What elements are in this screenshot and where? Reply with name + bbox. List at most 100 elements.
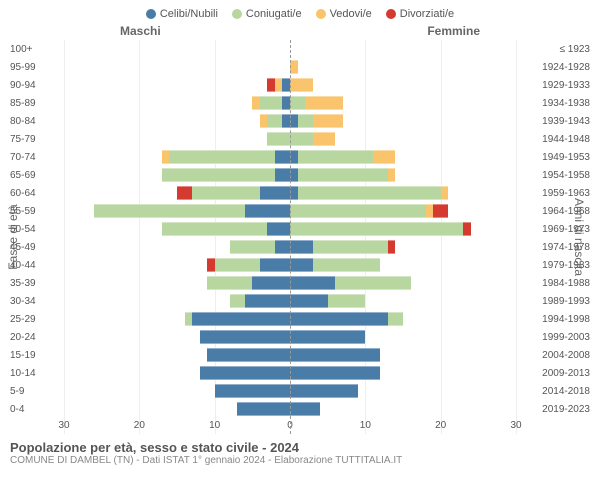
age-label: 35-39 <box>10 278 64 289</box>
male-bars <box>64 310 290 328</box>
x-axis: 3020100102030 <box>64 418 516 434</box>
bar-segment <box>185 312 193 326</box>
bar-segment <box>275 168 290 182</box>
age-label: 70-74 <box>10 152 64 163</box>
female-bars <box>290 40 516 58</box>
female-bars <box>290 346 516 364</box>
bar-segment <box>388 240 396 254</box>
birth-label: 1944-1948 <box>516 134 590 145</box>
x-tick: 10 <box>209 420 220 431</box>
birth-label: 1984-1988 <box>516 278 590 289</box>
bar-segment <box>433 204 448 218</box>
age-label: 90-94 <box>10 80 64 91</box>
bar-segment <box>388 312 403 326</box>
bar-segment <box>298 114 313 128</box>
bar-segment <box>298 150 373 164</box>
age-label: 100+ <box>10 44 64 55</box>
bar-segment <box>162 222 267 236</box>
chart-title: Popolazione per età, sesso e stato civil… <box>10 440 590 455</box>
birth-label: 1954-1958 <box>516 170 590 181</box>
pyramid-row: 90-94 1929-1933 <box>10 76 590 94</box>
male-bars <box>64 94 290 112</box>
birth-label: 1989-1993 <box>516 296 590 307</box>
male-label: Maschi <box>120 24 161 38</box>
birth-label: 2019-2023 <box>516 404 590 415</box>
age-label: 80-84 <box>10 116 64 127</box>
birth-label: 2014-2018 <box>516 386 590 397</box>
age-label: 15-19 <box>10 350 64 361</box>
legend-item: Vedovi/e <box>316 8 372 20</box>
female-bars <box>290 328 516 346</box>
chart-rows: 100+ ≤ 1923 95-99 1924-1928 90-94 1929-1… <box>10 40 590 418</box>
male-bars <box>64 166 290 184</box>
bar-segment <box>313 258 381 272</box>
x-tick: 10 <box>360 420 371 431</box>
pyramid-row: 100+ ≤ 1923 <box>10 40 590 58</box>
pyramid-row: 15-19 2004-2008 <box>10 346 590 364</box>
bar-segment <box>463 222 471 236</box>
pyramid-row: 95-99 1924-1928 <box>10 58 590 76</box>
bar-area <box>64 328 516 346</box>
bar-segment <box>298 186 441 200</box>
male-bars <box>64 328 290 346</box>
bar-segment <box>290 168 298 182</box>
bar-segment <box>290 114 298 128</box>
age-label: 85-89 <box>10 98 64 109</box>
bar-segment <box>290 222 463 236</box>
female-bars <box>290 130 516 148</box>
female-bars <box>290 310 516 328</box>
bar-segment <box>192 186 260 200</box>
bar-area <box>64 76 516 94</box>
bar-segment <box>290 258 313 272</box>
bar-segment <box>275 78 283 92</box>
chart-subtitle: COMUNE DI DAMBEL (TN) - Dati ISTAT 1° ge… <box>10 455 590 466</box>
bar-segment <box>252 96 260 110</box>
bar-segment <box>260 186 290 200</box>
age-label: 30-34 <box>10 296 64 307</box>
bar-segment <box>298 168 388 182</box>
birth-label: 1999-2003 <box>516 332 590 343</box>
male-bars <box>64 256 290 274</box>
pyramid-row: 65-69 1954-1958 <box>10 166 590 184</box>
female-bars <box>290 94 516 112</box>
bar-segment <box>267 114 282 128</box>
male-bars <box>64 400 290 418</box>
male-bars <box>64 184 290 202</box>
female-bars <box>290 274 516 292</box>
bar-segment <box>290 204 426 218</box>
legend: Celibi/NubiliConiugati/eVedovi/eDivorzia… <box>0 0 600 24</box>
bar-segment <box>328 294 366 308</box>
bar-segment <box>267 222 290 236</box>
pyramid-row: 5-9 2014-2018 <box>10 382 590 400</box>
pyramid-row: 30-34 1989-1993 <box>10 292 590 310</box>
pyramid-row: 85-89 1934-1938 <box>10 94 590 112</box>
male-bars <box>64 148 290 166</box>
x-tick: 30 <box>510 420 521 431</box>
bar-segment <box>267 78 275 92</box>
female-bars <box>290 184 516 202</box>
bar-segment <box>290 96 305 110</box>
bar-segment <box>290 366 380 380</box>
bar-segment <box>313 240 388 254</box>
bar-segment <box>237 402 290 416</box>
age-label: 75-79 <box>10 134 64 145</box>
bar-segment <box>230 294 245 308</box>
bar-segment <box>192 312 290 326</box>
bar-segment <box>215 384 290 398</box>
bar-segment <box>260 114 268 128</box>
bar-segment <box>290 150 298 164</box>
bar-segment <box>373 150 396 164</box>
x-tick: 20 <box>134 420 145 431</box>
pyramid-row: 25-29 1994-1998 <box>10 310 590 328</box>
bar-area <box>64 274 516 292</box>
bar-segment <box>275 150 290 164</box>
female-bars <box>290 76 516 94</box>
bar-segment <box>290 240 313 254</box>
legend-item: Divorziati/e <box>386 8 454 20</box>
male-bars <box>64 220 290 238</box>
bar-segment <box>282 96 290 110</box>
female-bars <box>290 256 516 274</box>
female-bars <box>290 220 516 238</box>
bar-area <box>64 166 516 184</box>
birth-label: 1929-1933 <box>516 80 590 91</box>
